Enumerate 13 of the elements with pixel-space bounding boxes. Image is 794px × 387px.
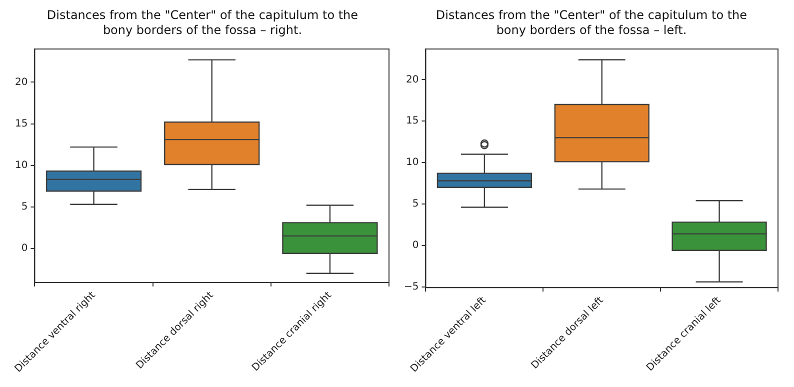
chart-title: Distances from the "Center" of the capitulum to the bony borders of the fossa – left. xyxy=(434,8,748,39)
y-tick-label: 20 xyxy=(406,74,419,86)
chart-title: Distances from the "Center" of the capitulum to the bony borders of the fossa – right. xyxy=(46,8,360,39)
y-tick-label: 5 xyxy=(412,198,419,210)
y-tick-label: 20 xyxy=(14,76,28,88)
y-tick-label: 10 xyxy=(14,160,28,171)
y-tick-label: 15 xyxy=(406,116,419,127)
y-tick-label: 15 xyxy=(14,118,28,130)
y-tick-label: 5 xyxy=(21,201,28,212)
y-tick-label: 10 xyxy=(406,157,419,168)
y-tick-label: −5 xyxy=(404,281,419,292)
y-tick-label: 0 xyxy=(21,243,28,254)
y-tick-label: 0 xyxy=(412,240,419,251)
